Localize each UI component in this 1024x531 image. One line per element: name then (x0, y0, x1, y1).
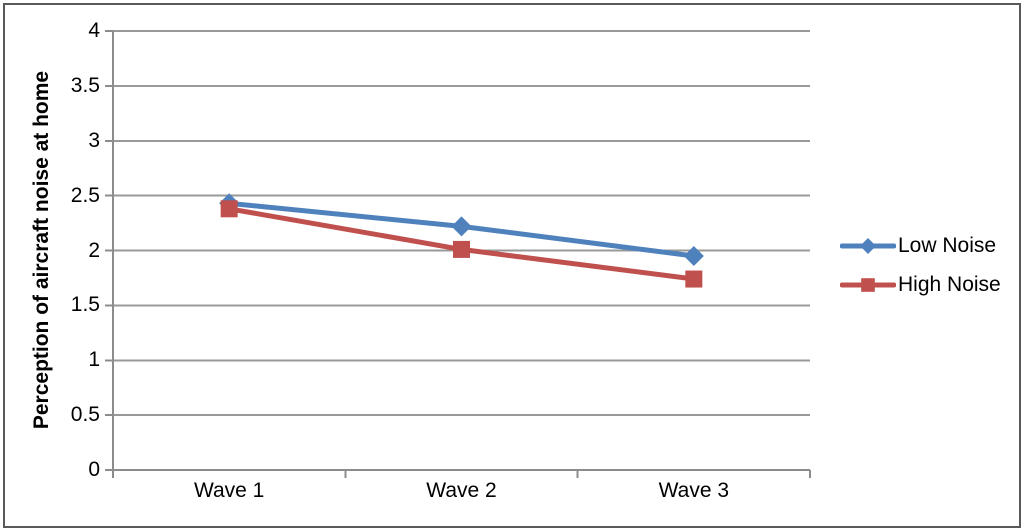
diamond-marker-icon (860, 238, 876, 254)
legend-key-icon (840, 238, 896, 254)
legend-item-high-noise: High Noise (840, 271, 1001, 299)
square-marker-icon (220, 200, 238, 218)
x-category-label: Wave 1 (193, 479, 265, 502)
y-tick-label: 0.5 (70, 403, 100, 427)
y-tick-label: 1.5 (70, 293, 100, 317)
legend-label: High Noise (898, 273, 1001, 296)
y-tick-label: 2.5 (70, 183, 100, 207)
square-marker-icon (685, 270, 703, 288)
y-tick-label: 4 (88, 19, 100, 42)
x-category-label: Wave 3 (658, 479, 730, 502)
square-marker-icon (453, 240, 470, 258)
series-high-noise (220, 200, 703, 288)
diamond-marker-icon (683, 245, 704, 266)
y-tick-label: 3.5 (70, 73, 100, 97)
legend-label: Low Noise (898, 234, 997, 257)
y-tick-label: 2 (88, 238, 100, 262)
y-tick-label: 3 (88, 128, 100, 152)
y-tick-label: 0 (88, 458, 100, 481)
x-category-label: Wave 2 (426, 479, 497, 502)
legend-item-low-noise: Low Noise (840, 232, 1001, 260)
legend: Low Noise High Noise (840, 232, 1001, 310)
legend-key-icon (840, 278, 896, 292)
diamond-marker-icon (451, 216, 472, 237)
y-tick-label: 1 (88, 348, 100, 372)
square-marker-icon (861, 278, 875, 292)
